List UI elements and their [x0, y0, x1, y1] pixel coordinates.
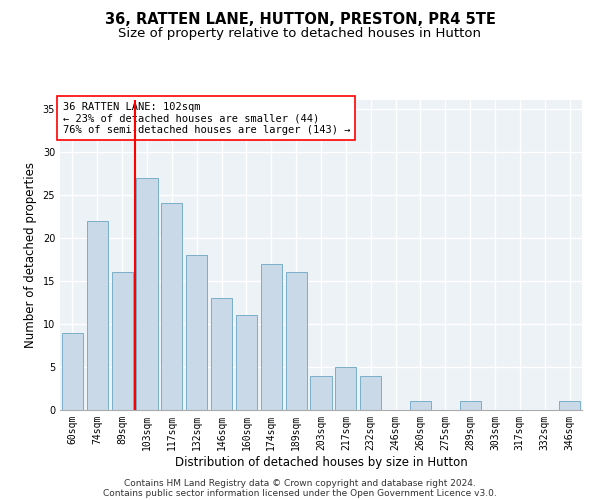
- Bar: [87, 220, 108, 410]
- X-axis label: Distribution of detached houses by size in Hutton: Distribution of detached houses by size …: [175, 456, 467, 468]
- Text: Contains HM Land Registry data © Crown copyright and database right 2024.: Contains HM Land Registry data © Crown c…: [124, 478, 476, 488]
- Y-axis label: Number of detached properties: Number of detached properties: [24, 162, 37, 348]
- Bar: [186, 255, 207, 410]
- Bar: [286, 272, 307, 410]
- Text: 36 RATTEN LANE: 102sqm
← 23% of detached houses are smaller (44)
76% of semi-det: 36 RATTEN LANE: 102sqm ← 23% of detached…: [62, 102, 350, 134]
- Bar: [460, 402, 481, 410]
- Text: 36, RATTEN LANE, HUTTON, PRESTON, PR4 5TE: 36, RATTEN LANE, HUTTON, PRESTON, PR4 5T…: [104, 12, 496, 28]
- Bar: [310, 376, 332, 410]
- Bar: [261, 264, 282, 410]
- Bar: [136, 178, 158, 410]
- Bar: [211, 298, 232, 410]
- Bar: [236, 316, 257, 410]
- Bar: [360, 376, 381, 410]
- Bar: [410, 402, 431, 410]
- Bar: [112, 272, 133, 410]
- Bar: [559, 402, 580, 410]
- Text: Contains public sector information licensed under the Open Government Licence v3: Contains public sector information licen…: [103, 488, 497, 498]
- Bar: [335, 367, 356, 410]
- Bar: [161, 204, 182, 410]
- Text: Size of property relative to detached houses in Hutton: Size of property relative to detached ho…: [119, 28, 482, 40]
- Bar: [62, 332, 83, 410]
